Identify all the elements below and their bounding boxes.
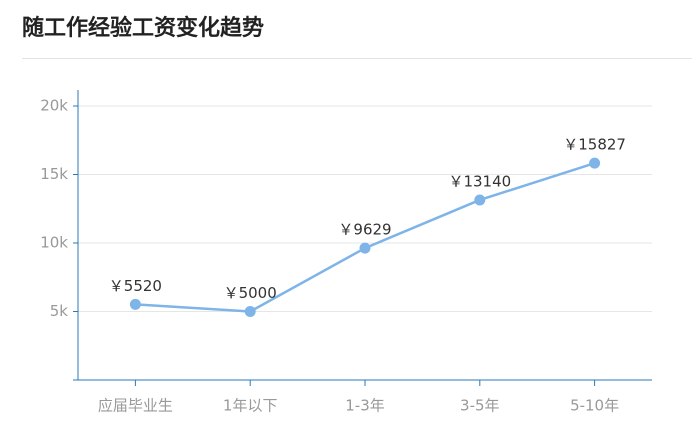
value-label: ￥15827 (563, 136, 626, 154)
x-tick-label: 3-5年 (460, 397, 500, 415)
x-tick-label: 1-3年 (345, 397, 385, 415)
y-tick-label: 15k (40, 165, 68, 183)
value-label: ￥9629 (338, 221, 391, 239)
point (589, 157, 601, 169)
value-label: ￥5000 (224, 284, 277, 302)
point (244, 306, 256, 317)
x-tick-label: 应届毕业生 (98, 397, 173, 415)
point (474, 194, 486, 206)
y-tick-label: 20k (40, 97, 68, 115)
y-tick-label: 10k (40, 234, 68, 252)
chart-title: 随工作经验工资变化趋势 (22, 16, 265, 41)
point (129, 298, 141, 310)
x-tick-label: 5-10年 (570, 397, 619, 415)
x-tick-label: 1年以下 (223, 397, 278, 415)
divider (22, 58, 692, 59)
value-label: ￥13140 (448, 172, 511, 190)
value-label: ￥5520 (109, 277, 162, 295)
y-tick-label: 5k (50, 302, 69, 320)
point (359, 242, 371, 254)
